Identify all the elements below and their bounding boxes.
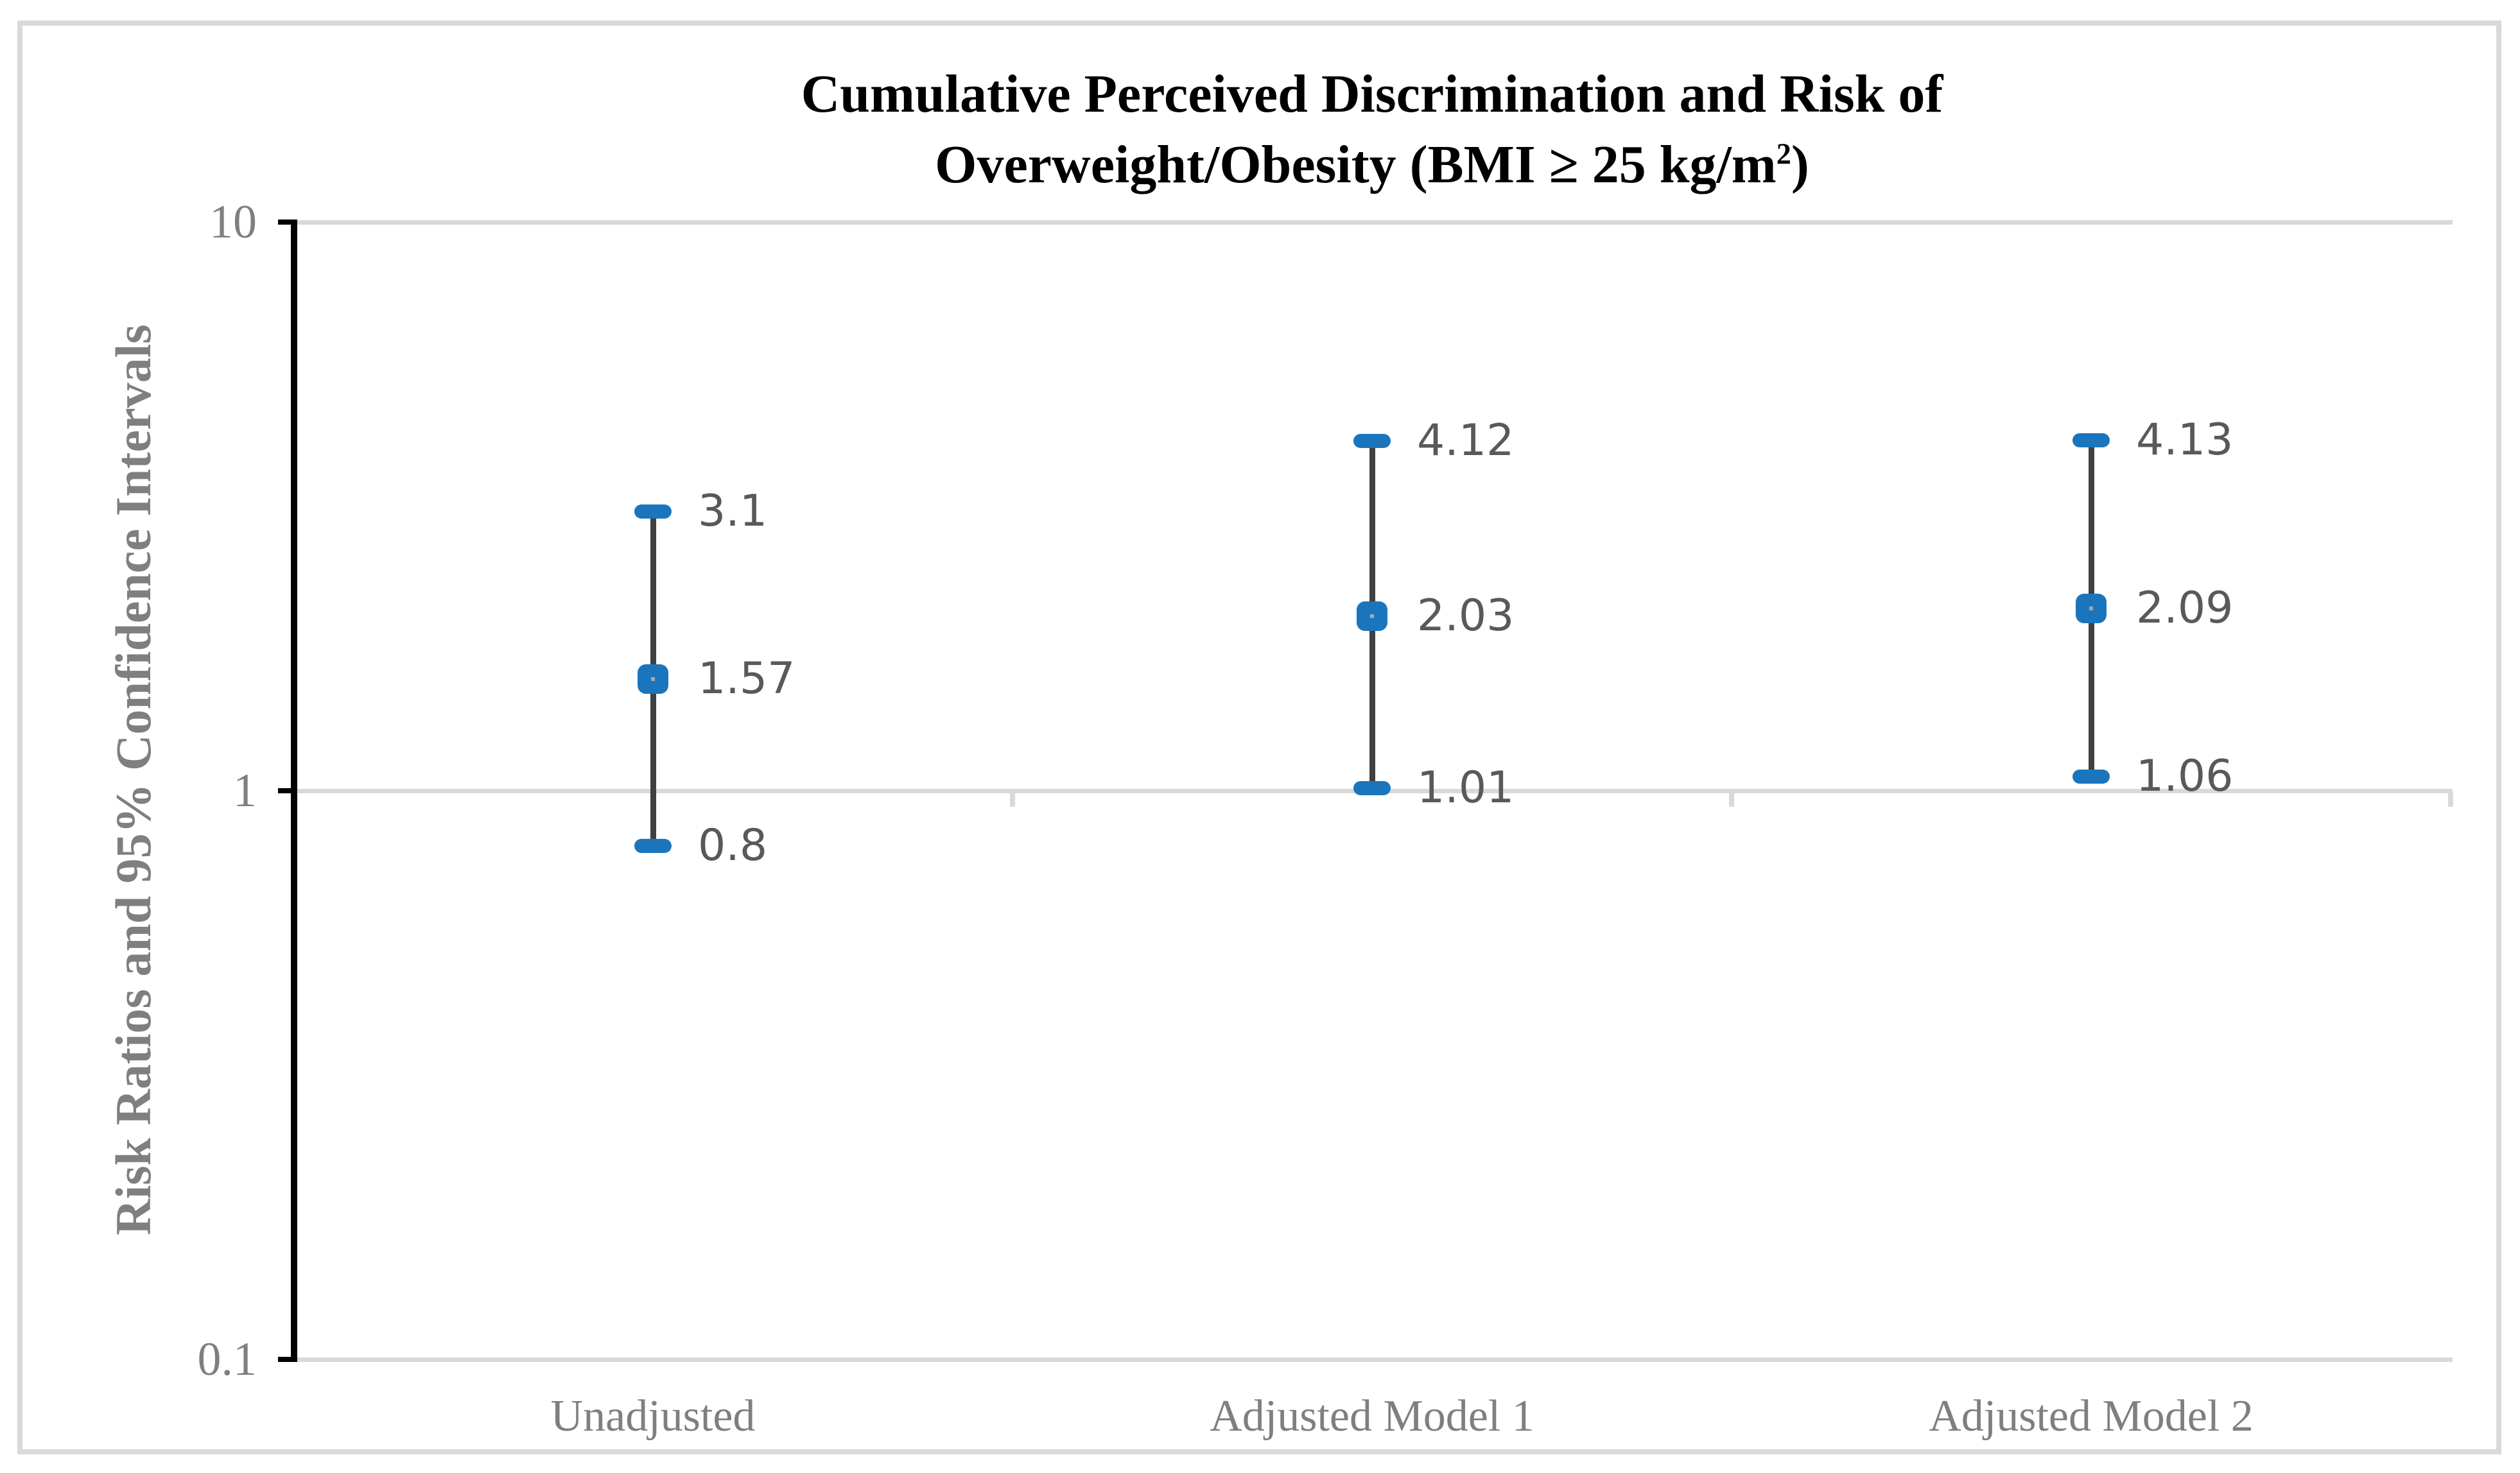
superscript-2: 2 (1776, 137, 1791, 170)
marker-center-dot (651, 677, 655, 682)
error-bar-cap-lower (634, 838, 672, 853)
y-axis-tick (278, 788, 297, 793)
error-bar-cap-upper (2072, 433, 2110, 448)
error-bar-cap-upper (1353, 434, 1391, 449)
y-tick-label: 10 (209, 196, 257, 248)
category-label: Adjusted Model 1 (1210, 1391, 1534, 1441)
chart-outer-frame (17, 21, 2501, 1454)
x-axis-tick (1729, 793, 1734, 807)
y-axis-tick (278, 220, 297, 225)
gridline-y10 (297, 220, 2453, 225)
error-bar-cap-lower (1353, 781, 1391, 796)
marker-center-dot (2089, 607, 2093, 611)
marker-center-dot (1370, 614, 1374, 618)
chart-title-line2: Overweight/Obesity (BMI ≥ 25 kg/m2) (935, 135, 1809, 194)
y-tick-label: 1 (233, 764, 257, 817)
value-label-upper: 3.1 (698, 485, 768, 537)
gridline-y0.1 (297, 1357, 2453, 1362)
value-label-lower: 1.06 (2136, 750, 2234, 802)
value-label-estimate: 2.09 (2136, 583, 2234, 634)
y-tick-label: 0.1 (197, 1333, 257, 1386)
error-bar-cap-lower (2072, 769, 2110, 784)
category-label: Unadjusted (550, 1391, 756, 1441)
value-label-upper: 4.12 (1417, 415, 1515, 467)
value-label-estimate: 2.03 (1417, 590, 1515, 641)
point-marker (1357, 601, 1387, 631)
chart-title-line1: Cumulative Perceived Discrimination and … (801, 64, 1943, 124)
x-axis-tick (2448, 793, 2453, 807)
chart-title: Cumulative Perceived Discrimination and … (293, 59, 2451, 200)
point-marker (2076, 594, 2107, 624)
x-axis-tick (1010, 793, 1015, 807)
value-label-lower: 0.8 (698, 820, 768, 871)
category-label: Adjusted Model 2 (1929, 1391, 2254, 1441)
value-label-estimate: 1.57 (698, 653, 795, 705)
point-marker (638, 664, 668, 694)
y-axis-tick (278, 1357, 297, 1362)
value-label-lower: 1.01 (1417, 762, 1515, 814)
error-bar-cap-upper (634, 504, 672, 519)
value-label-upper: 4.13 (2136, 415, 2234, 466)
